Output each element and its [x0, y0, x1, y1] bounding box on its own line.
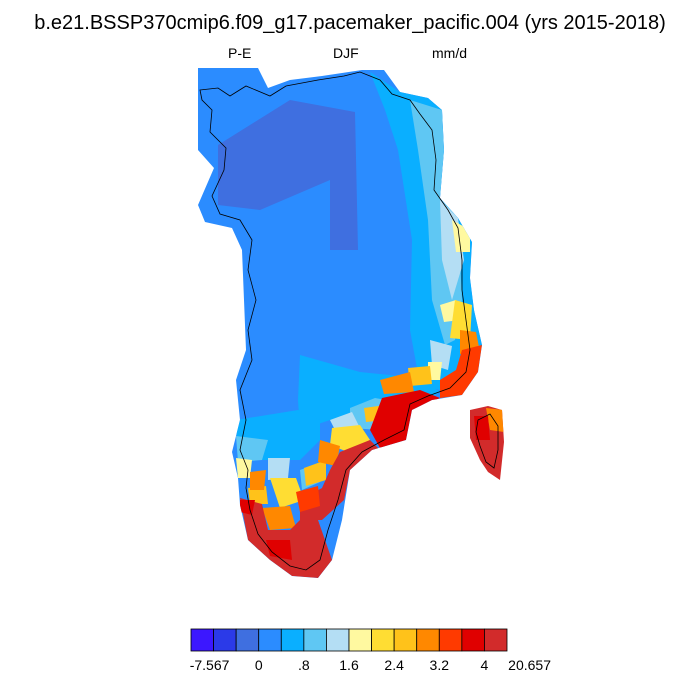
colorbar-label: 2.4: [384, 657, 404, 673]
season-label: DJF: [333, 45, 359, 61]
colorbar-swatch: [303, 628, 327, 652]
colorbar-swatch: [190, 628, 214, 652]
colorbar-label: .8: [298, 657, 310, 673]
colorbar-swatch: [484, 628, 508, 652]
colorbar-swatch: [348, 628, 372, 652]
colorbar-label: 1.6: [339, 657, 359, 673]
colorbar-label: 4: [481, 657, 489, 673]
colorbar-label: -7.567: [190, 657, 230, 673]
plot-title: b.e21.BSSP370cmip6.f09_g17.pacemaker_pac…: [34, 12, 666, 34]
colorbar-swatch: [438, 628, 463, 652]
colorbar-swatch: [326, 628, 350, 652]
colorbar-swatch: [416, 628, 440, 652]
colorbar-label: 0: [255, 657, 263, 673]
colorbar-swatch: [393, 628, 418, 652]
colorbar-swatch: [280, 628, 305, 652]
colorbar-swatch: [371, 628, 395, 652]
coastline: [199, 71, 471, 571]
colorbar-label: 3.2: [430, 657, 450, 673]
variable-label: P-E: [228, 45, 252, 61]
units-label: mm/d: [432, 45, 467, 61]
island-coastline: [475, 413, 499, 469]
colorbar-label: 20.657: [508, 657, 551, 673]
colorbar-swatch: [213, 628, 237, 652]
colorbar-swatch: [461, 628, 485, 652]
colorbar-swatch: [258, 628, 282, 652]
colorbar-swatch: [235, 628, 260, 652]
